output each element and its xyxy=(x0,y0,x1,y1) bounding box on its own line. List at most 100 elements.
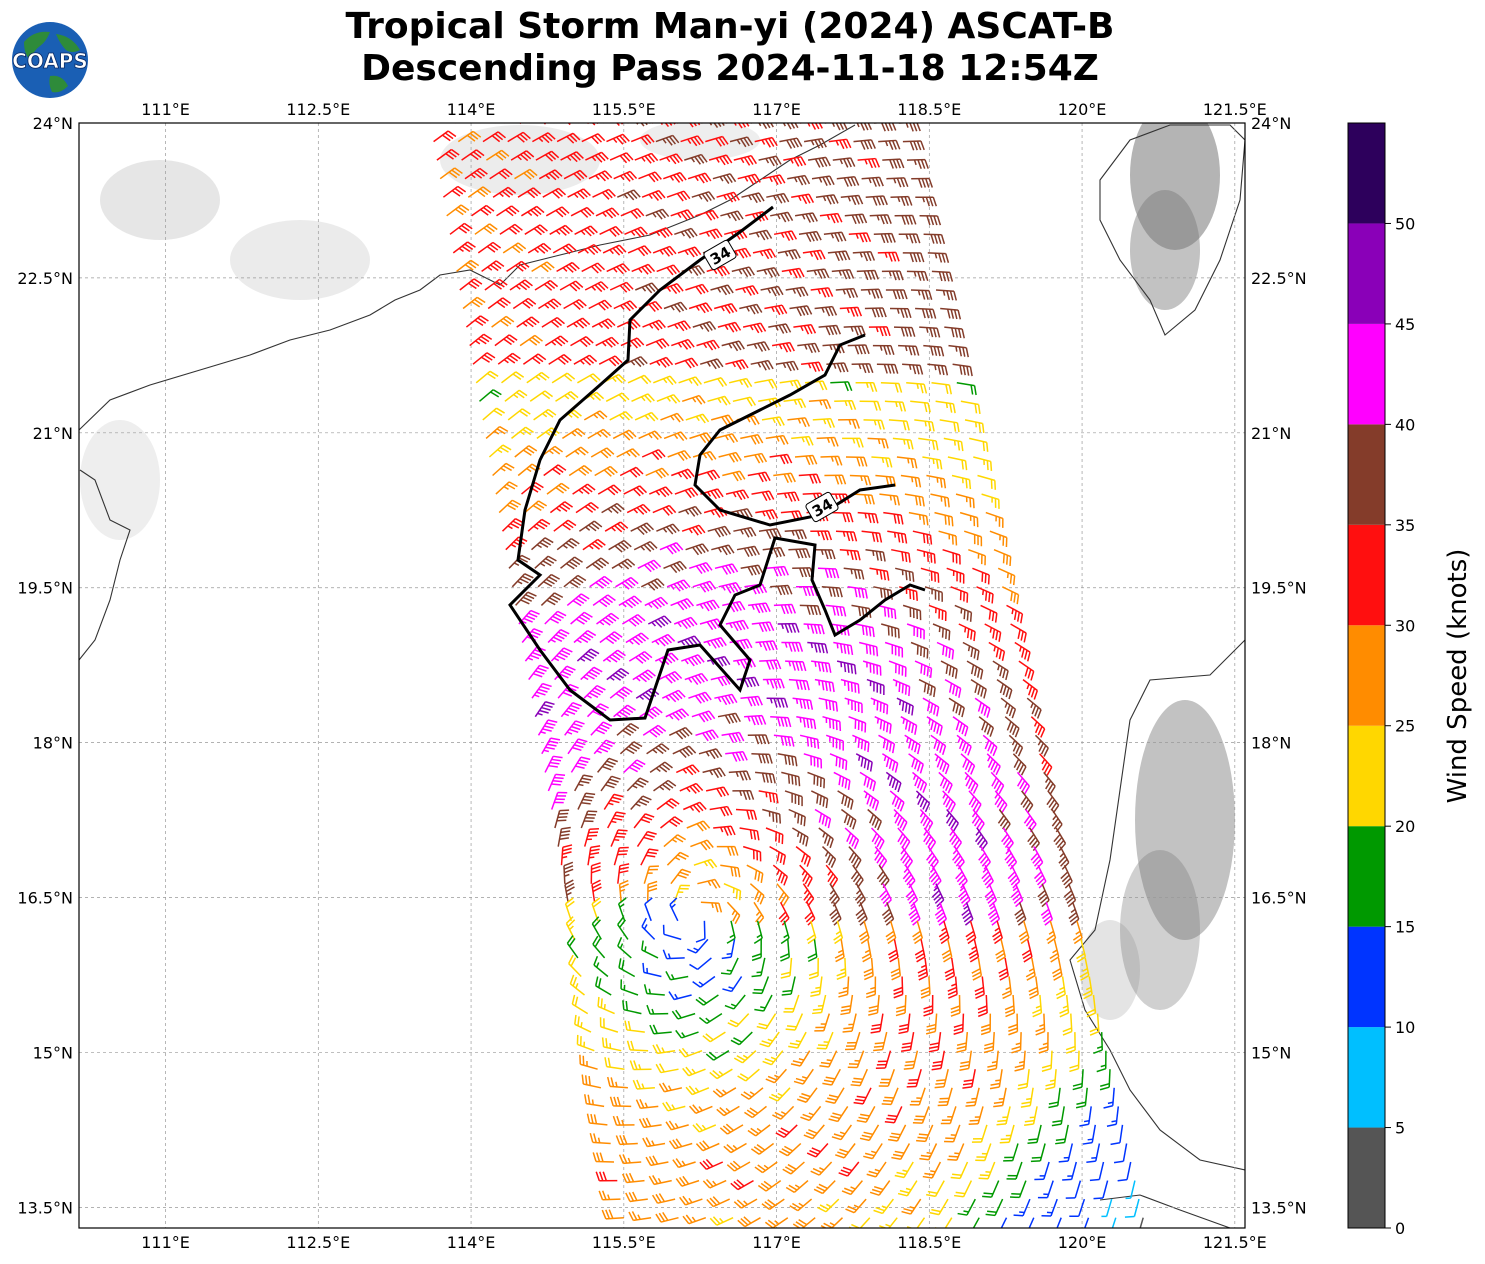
barb-flag xyxy=(542,560,552,567)
barb-flag xyxy=(933,215,938,226)
wind-barb xyxy=(990,771,1005,795)
barb-half-flag xyxy=(732,362,736,368)
wind-barb xyxy=(531,682,552,699)
barb-flag xyxy=(572,746,582,752)
barb-flag xyxy=(820,269,826,279)
barb-flag xyxy=(521,554,531,561)
barb-flag xyxy=(943,478,947,489)
barb-half-flag xyxy=(858,363,862,370)
barb-flag xyxy=(904,327,909,337)
barb-half-flag xyxy=(543,749,550,753)
barb-flag xyxy=(866,795,871,805)
barb-shaft xyxy=(572,483,589,495)
barb-flag xyxy=(679,172,687,181)
barb-flag xyxy=(908,553,911,563)
barb-flag xyxy=(556,317,565,325)
barb-flag xyxy=(962,347,966,357)
barb-flag xyxy=(875,177,881,187)
barb-flag xyxy=(582,317,591,326)
barb-flag xyxy=(857,702,860,713)
barb-half-flag xyxy=(698,194,703,200)
barb-half-flag xyxy=(601,341,607,347)
wind-barb xyxy=(814,548,836,560)
barb-flag xyxy=(512,520,522,527)
barb-flag xyxy=(890,364,895,374)
barb-flag xyxy=(729,192,737,202)
barb-flag xyxy=(633,189,641,198)
barb-flag xyxy=(824,530,829,541)
barb-half-flag xyxy=(969,515,972,521)
wind-barb xyxy=(910,641,929,659)
barb-flag xyxy=(642,795,652,801)
barb-flag xyxy=(743,678,750,688)
wind-barb xyxy=(814,808,832,829)
barb-flag xyxy=(976,668,981,678)
barb-flag xyxy=(679,560,687,570)
barb-flag xyxy=(872,627,875,638)
barb-flag xyxy=(662,487,670,496)
wind-barb xyxy=(912,771,928,793)
barb-flag xyxy=(558,812,569,815)
wind-barb xyxy=(755,771,776,784)
barb-shaft xyxy=(519,334,536,347)
barb-flag xyxy=(777,286,784,296)
barb-flag xyxy=(799,680,803,690)
barb-flag xyxy=(949,272,954,282)
barb-flag xyxy=(969,497,972,508)
barb-flag xyxy=(675,731,684,740)
barb-flag xyxy=(888,252,893,262)
barb-flag xyxy=(895,270,901,281)
barb-flag xyxy=(581,634,591,641)
wind-barb xyxy=(572,483,596,495)
barb-flag xyxy=(566,135,575,144)
wind-barb xyxy=(584,281,609,293)
barb-flag xyxy=(506,356,516,364)
barb-flag xyxy=(505,315,515,323)
barb-flag xyxy=(1023,815,1031,824)
barb-flag xyxy=(901,838,909,848)
wind-barb xyxy=(495,481,518,495)
barb-flag xyxy=(661,467,670,476)
barb-flag xyxy=(808,193,815,203)
barb-flag xyxy=(956,571,958,582)
barb-shaft xyxy=(898,344,917,348)
barb-flag xyxy=(681,471,689,480)
barb-half-flag xyxy=(641,156,646,162)
barb-flag xyxy=(832,605,836,616)
barb-flag xyxy=(600,450,609,459)
barb-flag xyxy=(731,752,738,762)
barb-half-flag xyxy=(533,525,539,530)
barb-flag xyxy=(1038,742,1044,752)
barb-shaft xyxy=(878,734,895,745)
barb-flag xyxy=(949,290,954,301)
barb-flag xyxy=(794,623,800,633)
barb-flag xyxy=(505,209,514,217)
barb-half-flag xyxy=(647,872,653,874)
barb-flag xyxy=(869,382,874,392)
barb-flag xyxy=(712,229,720,239)
barb-flag xyxy=(605,190,613,199)
barb-flag xyxy=(681,728,690,737)
barb-half-flag xyxy=(522,322,528,327)
barb-flag xyxy=(587,483,596,491)
barb-flag xyxy=(890,345,895,355)
barb-flag xyxy=(1037,877,1045,886)
barb-flag xyxy=(895,252,900,262)
barb-flag xyxy=(822,176,828,186)
barb-flag xyxy=(980,554,983,565)
barb-shaft xyxy=(499,223,516,235)
barb-flag xyxy=(742,790,748,800)
wind-barb xyxy=(583,827,599,847)
barb-flag xyxy=(705,302,713,312)
barb-flag xyxy=(706,452,714,461)
barb-flag xyxy=(583,611,593,618)
barb-half-flag xyxy=(1044,777,1050,783)
barb-flag xyxy=(842,741,844,751)
barb-flag xyxy=(667,634,676,642)
wind-barb xyxy=(556,132,581,144)
barb-flag xyxy=(489,243,499,251)
barb-half-flag xyxy=(769,698,773,704)
barb-flag xyxy=(624,580,633,588)
barb-flag xyxy=(811,343,817,353)
barb-flag xyxy=(946,290,951,301)
